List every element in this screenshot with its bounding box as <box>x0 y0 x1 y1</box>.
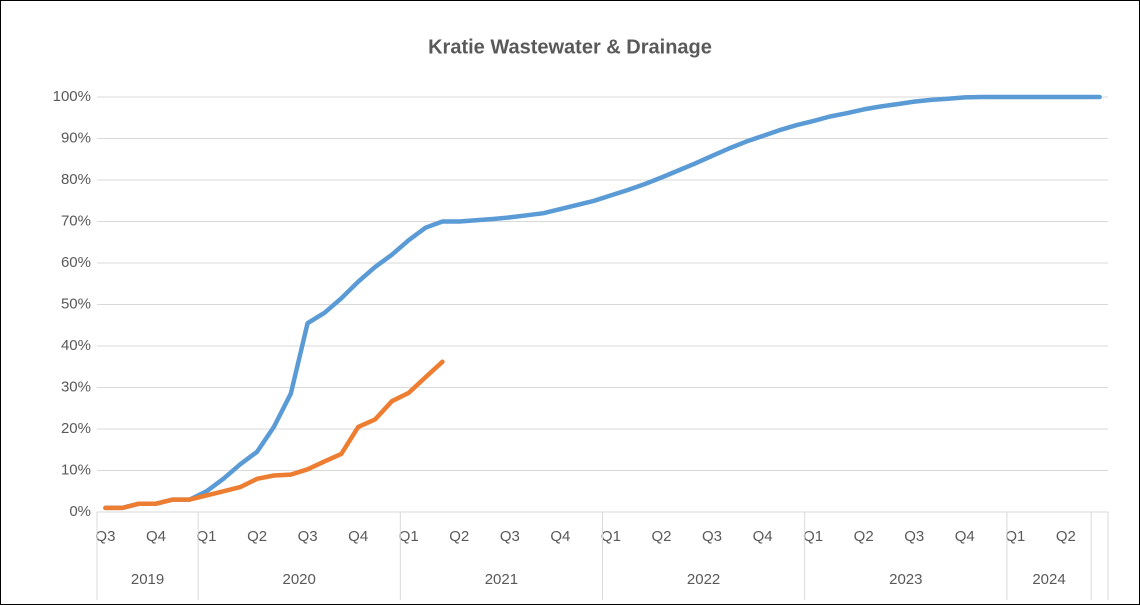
x-tick-label: Q1 <box>1005 528 1025 545</box>
x-tick-label: Q1 <box>601 528 621 545</box>
x-tick-label: Q2 <box>1056 528 1076 545</box>
x-tick-label: Q3 <box>702 528 722 545</box>
chart-title: Kratie Wastewater & Drainage <box>428 36 712 58</box>
x-tick-label: Q1 <box>197 528 217 545</box>
x-tick-label: Q2 <box>651 528 671 545</box>
y-tick-label: 50% <box>61 295 91 312</box>
group-label: 2020 <box>283 571 316 588</box>
y-tick-label: 80% <box>61 171 91 188</box>
x-tick-label: Q4 <box>753 528 773 545</box>
group-label: 2022 <box>687 571 720 588</box>
x-tick-label: Q2 <box>247 528 267 545</box>
group-label: 2024 <box>1032 571 1065 588</box>
x-tick-label: Q2 <box>449 528 469 545</box>
x-tick-label: Q1 <box>803 528 823 545</box>
x-tick-label: Q4 <box>955 528 975 545</box>
y-tick-label: 100% <box>53 88 91 105</box>
x-tick-label: Q3 <box>298 528 318 545</box>
series-line <box>103 94 1102 511</box>
y-tick-label: 10% <box>61 461 91 478</box>
y-tick-label: 20% <box>61 420 91 437</box>
x-tick-label: Q3 <box>904 528 924 545</box>
x-tick-label: Q4 <box>550 528 570 545</box>
x-tick-label: Q4 <box>348 528 368 545</box>
y-tick-label: 70% <box>61 212 91 229</box>
y-tick-label: 60% <box>61 254 91 271</box>
x-tick-label: Q3 <box>500 528 520 545</box>
x-tick-label: Q2 <box>854 528 874 545</box>
group-label: 2019 <box>131 571 164 588</box>
y-tick-label: 40% <box>61 337 91 354</box>
group-label: 2021 <box>485 571 518 588</box>
x-tick-label: Q1 <box>399 528 419 545</box>
y-tick-label: 0% <box>69 503 91 520</box>
group-label: 2023 <box>889 571 922 588</box>
x-tick-label: Q3 <box>95 528 115 545</box>
series-line <box>103 359 445 511</box>
y-tick-label: 90% <box>61 129 91 146</box>
y-tick-label: 30% <box>61 378 91 395</box>
x-tick-label: Q4 <box>146 528 166 545</box>
